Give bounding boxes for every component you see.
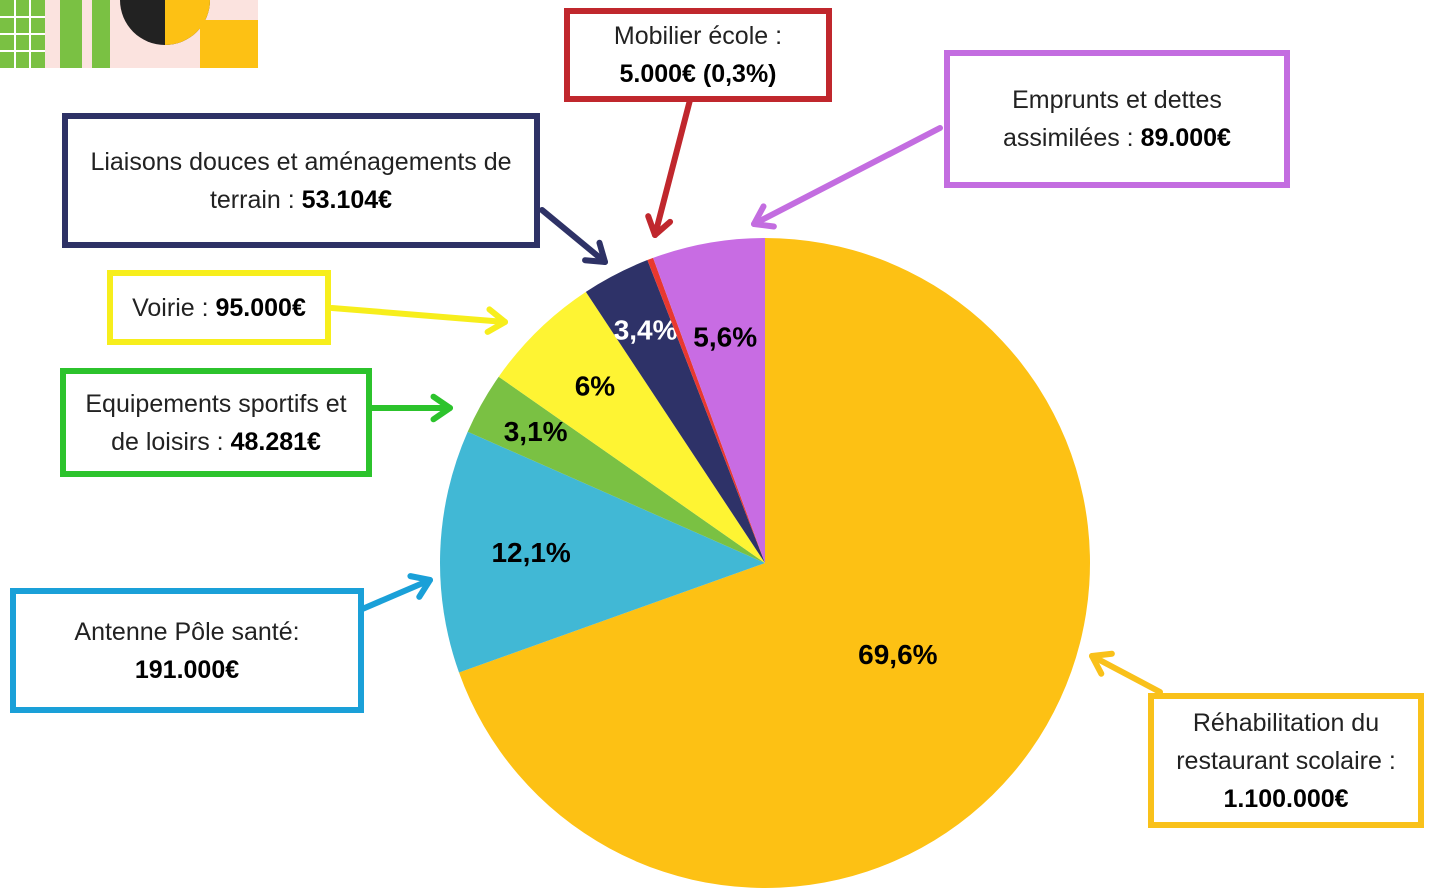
legend-text: Voirie : 95.000€ — [132, 289, 306, 327]
illustration-coins — [200, 20, 258, 68]
legend-amount: 1.100.000€ — [1223, 784, 1349, 813]
slice-label: 5,6% — [693, 321, 757, 352]
arrow-line — [539, 207, 608, 265]
legend-amount: 5.000€ (0,3%) — [619, 60, 777, 88]
pie-slice — [440, 431, 765, 673]
slice-label: 6% — [575, 371, 616, 402]
legend-label: Emprunts et dettes assimilées : — [1003, 86, 1222, 152]
slice-label: 12,1% — [491, 537, 570, 568]
arrow-head — [1089, 650, 1115, 677]
illustration-pie — [165, 0, 210, 45]
arrow-head — [582, 239, 608, 265]
legend-text: Antenne Pôle santé: 191.000€ — [24, 613, 350, 689]
legend-box: Emprunts et dettes assimilées : 89.000€ — [944, 50, 1290, 188]
legend-text: Emprunts et dettes assimilées : 89.000€ — [958, 81, 1276, 157]
arrow-head — [430, 393, 453, 423]
slice-label: 3,1% — [504, 416, 568, 447]
legend-box: Equipements sportifs et de loisirs : 48.… — [60, 368, 372, 477]
legend-text: Liaisons douces et aménagements de terra… — [76, 143, 526, 219]
legend-label: Liaisons douces et aménagements de terra… — [90, 147, 512, 214]
pie-slice — [498, 291, 765, 563]
illustration-figure — [60, 0, 82, 68]
arrow-line — [751, 125, 943, 227]
legend-box: Liaisons douces et aménagements de terra… — [62, 113, 540, 248]
legend-label: Voirie : — [132, 293, 209, 322]
legend-label: Réhabilitation du restaurant scolaire : — [1176, 708, 1396, 775]
pie: 69,6% 12,1% 3,1%6% 3,4% 5,6% — [440, 238, 1090, 889]
pie-slice — [459, 238, 1090, 889]
arrows — [329, 97, 1163, 695]
arrow-line — [357, 577, 433, 613]
legend-amount: 89.000€ — [1140, 124, 1231, 152]
legend-label: Antenne Pôle santé: — [74, 617, 300, 646]
pie-slice — [647, 257, 765, 563]
pie-slice — [653, 238, 765, 563]
legend-text: Mobilier école : 5.000€ (0,3%) — [578, 17, 818, 93]
illustration-figure — [92, 0, 110, 68]
pie-slice — [467, 376, 765, 563]
legend-amount: 95.000€ — [215, 293, 306, 322]
illustration-grid-lines — [0, 0, 45, 68]
legend-box: Voirie : 95.000€ — [107, 270, 331, 345]
slice-label: 3,4% — [614, 314, 678, 345]
legend-label: Equipements sportifs et de loisirs : — [85, 389, 347, 456]
arrow-line — [1089, 653, 1163, 695]
legend-amount: 191.000€ — [134, 655, 240, 684]
arrow-line — [329, 305, 508, 325]
legend-text: Réhabilitation du restaurant scolaire : … — [1162, 704, 1410, 818]
arrow-head — [484, 306, 508, 335]
arrow-head — [407, 573, 433, 600]
arrow-head — [751, 203, 777, 230]
legend-box: Mobilier école : 5.000€ (0,3%) — [564, 8, 832, 102]
arrow-head — [645, 213, 674, 238]
legend-box: Réhabilitation du restaurant scolaire : … — [1148, 693, 1424, 828]
legend-amount: 48.281€ — [230, 427, 321, 456]
pie-slice — [585, 260, 765, 563]
arrow-line — [652, 97, 693, 238]
legend-label: Mobilier école : — [613, 22, 783, 50]
slice-label: 69,6% — [858, 639, 937, 670]
legend-amount: 53.104€ — [301, 185, 393, 214]
legend-box: Antenne Pôle santé: 191.000€ — [10, 588, 364, 713]
illustration — [0, 0, 258, 68]
legend-text: Equipements sportifs et de loisirs : 48.… — [74, 385, 358, 461]
